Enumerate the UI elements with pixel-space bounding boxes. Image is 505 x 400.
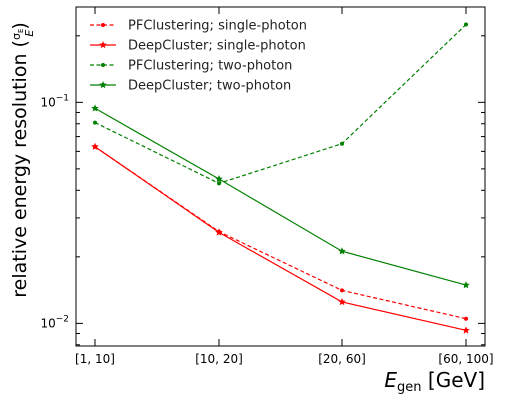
plot-area-border bbox=[75, 6, 486, 347]
data-marker-star bbox=[338, 247, 346, 255]
y-tick-exponent: −2 bbox=[56, 314, 69, 324]
legend-item: PFClustering; two-photon bbox=[90, 59, 292, 74]
series-line bbox=[94, 146, 467, 331]
data-marker-dot bbox=[101, 63, 105, 67]
x-tick-label: [60, 100] bbox=[438, 352, 493, 366]
legend-item: PFClustering; single-photon bbox=[90, 19, 307, 34]
data-marker-star bbox=[91, 142, 99, 150]
data-marker-dot bbox=[340, 288, 344, 293]
data-marker-star bbox=[462, 281, 470, 289]
y-axis-label: relative energy resolution (σEE) bbox=[9, 22, 36, 298]
data-marker-star bbox=[215, 228, 223, 236]
data-marker-star bbox=[462, 326, 470, 334]
y-tick-base: 10 bbox=[40, 95, 55, 109]
data-marker-dot bbox=[217, 181, 221, 186]
series-3 bbox=[91, 104, 470, 289]
x-tick-label: [10, 20] bbox=[195, 352, 243, 366]
x-tick-label: [1, 10] bbox=[75, 352, 115, 366]
x-axis-label: Egen [GeV] bbox=[384, 368, 485, 395]
data-marker-star bbox=[91, 104, 99, 112]
x-tick-label: [20, 60] bbox=[318, 352, 366, 366]
x-axis-ticks: [1, 10] [10, 20] [20, 60] [60, 100] bbox=[75, 7, 494, 366]
data-marker-dot bbox=[101, 23, 105, 27]
data-marker-star bbox=[215, 174, 223, 183]
legend-label: DeepCluster; single-photon bbox=[128, 39, 306, 54]
legend-item: DeepCluster; two-photon bbox=[90, 79, 291, 94]
series-layer bbox=[91, 22, 470, 334]
series-2 bbox=[93, 22, 468, 186]
data-marker-star bbox=[338, 297, 346, 306]
legend-label: PFClustering; single-photon bbox=[128, 19, 307, 34]
y-axis-ticks: 10−210−1 bbox=[40, 35, 485, 346]
data-marker-dot bbox=[464, 22, 468, 27]
data-marker-star bbox=[99, 81, 107, 89]
series-1 bbox=[91, 142, 470, 334]
series-line bbox=[94, 107, 467, 286]
y-tick-label: 10−2 bbox=[40, 314, 69, 330]
data-marker-star bbox=[99, 41, 107, 49]
y-tick-label: 10−1 bbox=[40, 93, 69, 109]
legend-label: PFClustering; two-photon bbox=[128, 59, 292, 74]
legend-label: DeepCluster; two-photon bbox=[128, 79, 291, 94]
series-0 bbox=[93, 144, 468, 321]
data-marker-dot bbox=[93, 120, 97, 125]
plot-frame bbox=[75, 6, 486, 347]
legend-item: DeepCluster; single-photon bbox=[90, 39, 306, 54]
series-line bbox=[94, 24, 467, 185]
data-marker-dot bbox=[340, 141, 344, 146]
data-marker-dot bbox=[464, 316, 468, 321]
y-tick-base: 10 bbox=[40, 316, 55, 330]
series-line bbox=[94, 146, 467, 320]
legend: PFClustering; single-photon DeepCluster; … bbox=[90, 19, 307, 94]
y-tick-exponent: −1 bbox=[56, 93, 69, 103]
